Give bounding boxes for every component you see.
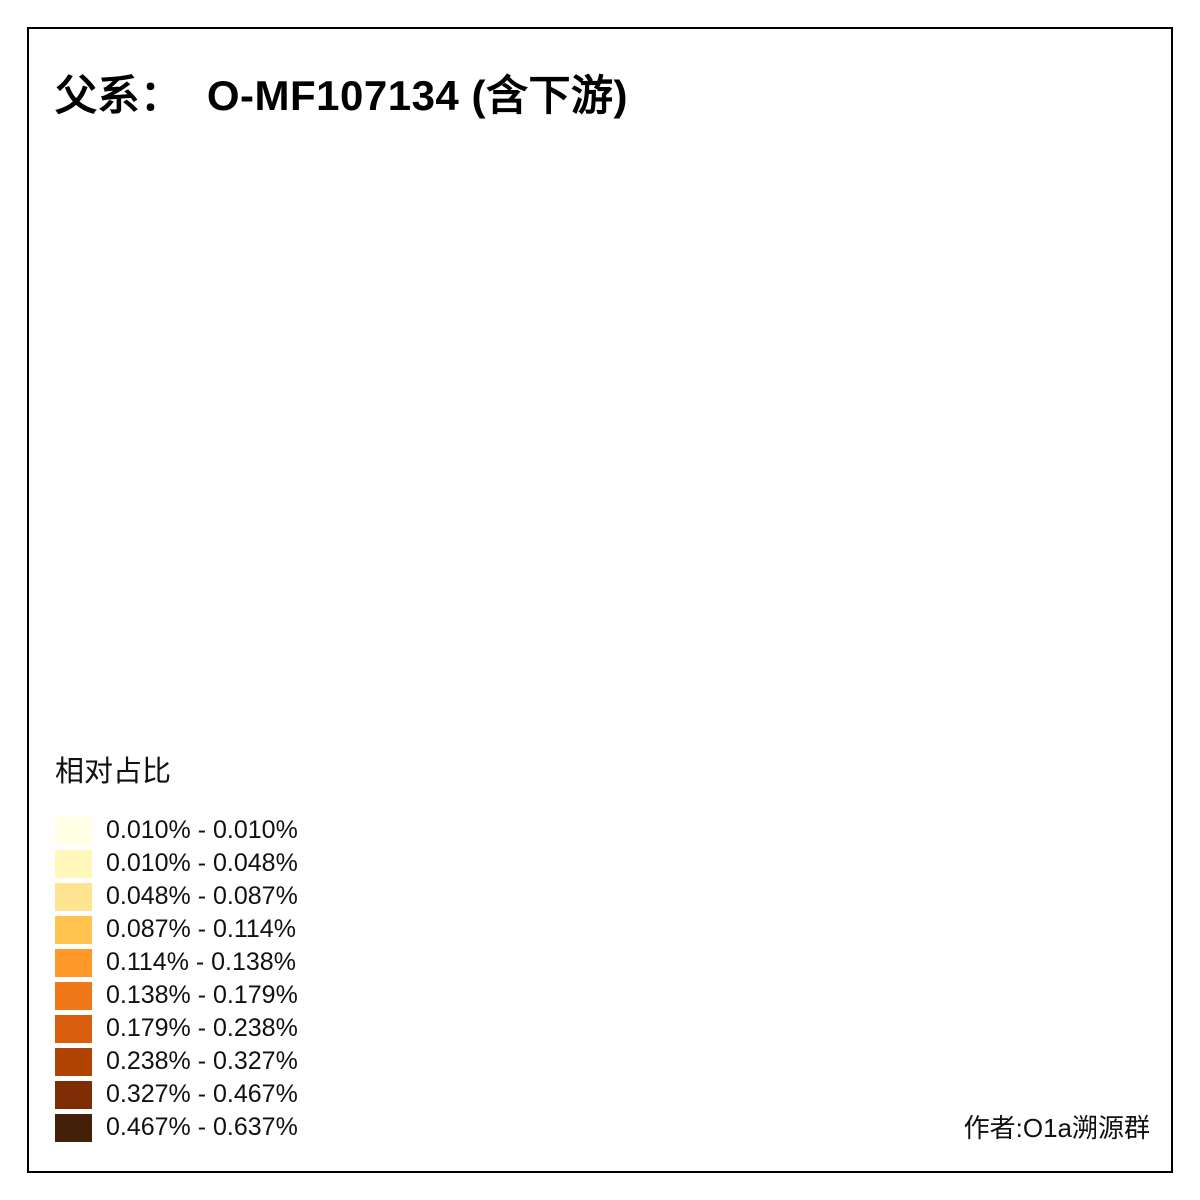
attribution: 作者:O1a溯源群 <box>963 1113 1150 1143</box>
legend-item: 0.010% - 0.010% <box>55 814 298 847</box>
legend-item: 0.087% - 0.114% <box>55 913 298 946</box>
legend-label: 0.327% - 0.467% <box>106 1080 298 1108</box>
legend-item: 0.467% - 0.637% <box>55 1111 298 1144</box>
legend-swatch <box>55 882 92 911</box>
legend-item: 0.238% - 0.327% <box>55 1045 298 1078</box>
legend-item: 0.138% - 0.179% <box>55 979 298 1012</box>
legend-label: 0.467% - 0.637% <box>106 1113 298 1141</box>
legend-swatch <box>55 1080 92 1109</box>
legend-swatch <box>55 981 92 1010</box>
legend-label: 0.179% - 0.238% <box>106 1014 298 1042</box>
legend-swatch <box>55 849 92 878</box>
legend-label: 0.010% - 0.010% <box>106 816 298 844</box>
legend-swatch <box>55 915 92 944</box>
legend-swatch <box>55 1047 92 1076</box>
legend-label: 0.238% - 0.327% <box>106 1047 298 1075</box>
legend-label: 0.010% - 0.048% <box>106 849 298 877</box>
legend-swatch <box>55 816 92 845</box>
legend-item: 0.010% - 0.048% <box>55 847 298 880</box>
legend-item: 0.114% - 0.138% <box>55 946 298 979</box>
legend-item: 0.179% - 0.238% <box>55 1012 298 1045</box>
legend-swatch <box>55 1113 92 1142</box>
legend-label: 0.048% - 0.087% <box>106 882 298 910</box>
legend-label: 0.087% - 0.114% <box>106 915 296 943</box>
map-title: 父系： O-MF107134 (含下游) <box>55 72 628 119</box>
plot-border <box>27 27 1173 1173</box>
legend-title: 相对占比 <box>55 756 172 788</box>
legend-label: 0.114% - 0.138% <box>106 948 296 976</box>
legend-swatch <box>55 948 92 977</box>
legend-item: 0.327% - 0.467% <box>55 1078 298 1111</box>
legend: 相对占比 0.010% - 0.010% 0.010% - 0.048% 0.0… <box>55 748 298 1144</box>
legend-swatch <box>55 1014 92 1043</box>
legend-item: 0.048% - 0.087% <box>55 880 298 913</box>
legend-label: 0.138% - 0.179% <box>106 981 298 1009</box>
